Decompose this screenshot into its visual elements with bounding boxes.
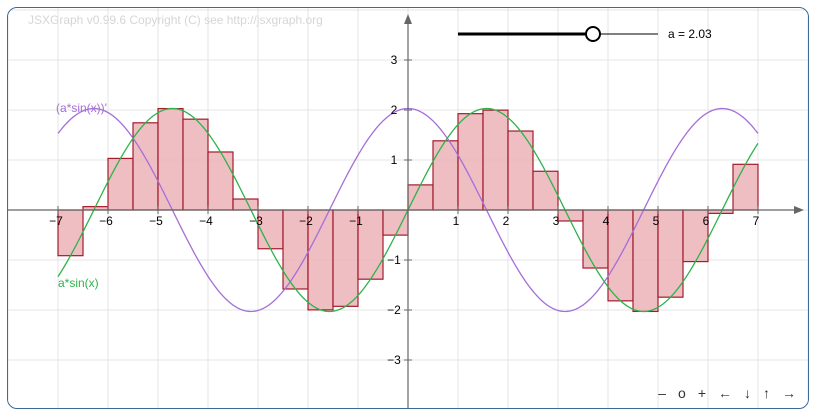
x-tick-label: −7 [49,214,63,228]
riemann-bar [157,107,184,211]
slider-value-label: a = 2.03 [668,27,712,41]
pan-left-button[interactable]: ← [718,385,732,401]
y-tick-label: −1 [387,253,401,267]
y-tick-label: −3 [387,353,401,367]
riemann-bar [657,209,684,298]
zoom-in-button[interactable]: + [697,385,706,401]
x-tick-label: 1 [453,214,460,228]
x-tick-label: 6 [703,214,710,228]
x-tick-label: 4 [603,214,610,228]
y-tick-label: 1 [391,153,398,167]
x-tick-label: 3 [553,214,560,228]
riemann-bar [432,140,459,211]
pan-up-button[interactable]: ↑ [763,385,770,401]
slider[interactable] [458,26,658,42]
x-tick-label: −5 [149,214,163,228]
tick-labels: −7 −6 −5 −4 −3 −2 −1 1 2 3 4 5 6 7 −3 −2 −1 1 2 3 [49,53,760,367]
y-axis-arrow [404,14,412,24]
label-deriv: (a*sin(x))' [56,101,107,115]
slider-handle[interactable] [585,26,601,42]
riemann-bar [107,157,134,211]
riemann-bar [182,118,209,211]
riemann-bar [132,122,159,211]
x-tick-label: −6 [99,214,113,228]
y-tick-label: −2 [387,303,401,317]
riemann-bar [732,163,759,211]
x-tick-label: 7 [753,214,760,228]
y-tick-label: 3 [391,53,398,67]
riemann-bar [232,198,259,211]
x-tick-label: −1 [349,214,363,228]
riemann-bar [382,209,409,236]
jsxgraph-board[interactable]: −7 −6 −5 −4 −3 −2 −1 1 2 3 4 5 6 7 −3 −2 −1 1 2 3 (a*sin(x)… [7,7,809,409]
axes [8,14,804,408]
riemann-bar [557,209,584,222]
x-axis-arrow [794,206,804,214]
label-sin: a*sin(x) [58,276,99,290]
x-tick-label: 2 [503,214,510,228]
y-tick-label: 2 [391,103,398,117]
zoom-out-button[interactable]: – [658,385,667,401]
x-tick-label: −3 [249,214,263,228]
riemann-bar [682,209,709,263]
riemann-bar [482,109,509,211]
x-tick-label: 5 [653,214,660,228]
pan-down-button[interactable]: ↓ [744,385,751,401]
navigation-bar: – o + ← ↓ ↑ → [656,385,798,401]
zoom-reset-button[interactable]: o [678,385,686,401]
copyright-text: JSXGraph v0.99.6 Copyright (C) see http:… [28,13,323,27]
riemann-bar [57,209,84,257]
plot-area[interactable]: −7 −6 −5 −4 −3 −2 −1 1 2 3 4 5 6 7 −3 −2 −1 1 2 3 (a*sin(x)… [8,8,808,408]
riemann-bar [507,130,534,211]
riemann-bar [207,151,234,211]
x-tick-label: −4 [199,214,213,228]
riemann-bar [357,209,384,280]
x-tick-label: −2 [299,214,313,228]
pan-right-button[interactable]: → [782,385,796,401]
riemann-bar [407,184,434,211]
riemann-bar [532,170,559,211]
